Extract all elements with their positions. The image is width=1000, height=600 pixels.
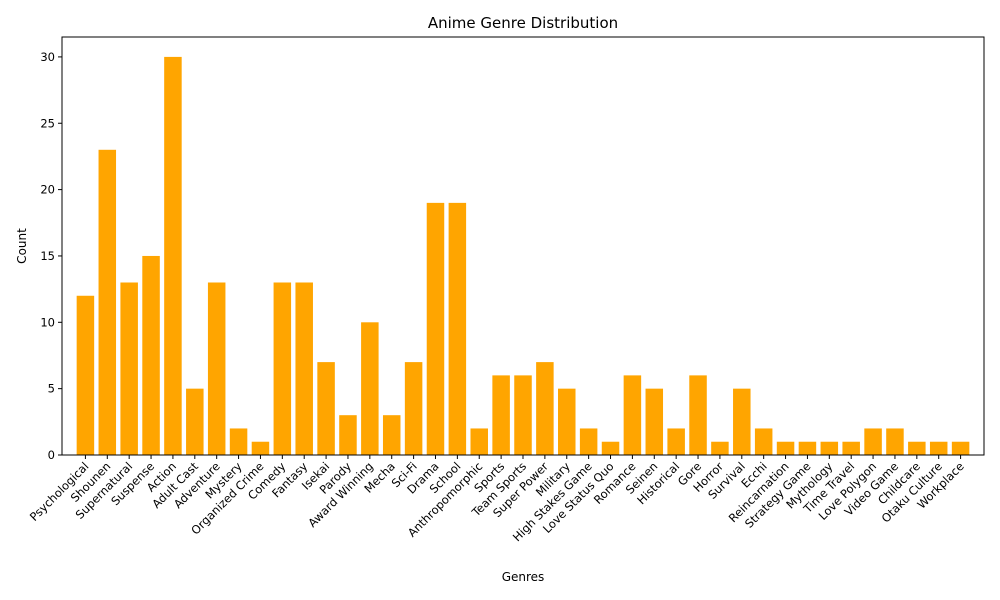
- bar-team-sports: [514, 375, 532, 455]
- bar-drama: [427, 203, 445, 455]
- y-tick-label: 10: [40, 315, 55, 329]
- bar-fantasy: [295, 282, 313, 455]
- bar-survival: [733, 389, 751, 455]
- bar-romance: [624, 375, 642, 455]
- y-tick-label: 20: [40, 183, 55, 197]
- y-tick-label: 25: [40, 116, 55, 130]
- x-axis: PsychologicalShounenSupernaturalSuspense…: [27, 455, 967, 544]
- y-tick-label: 30: [40, 50, 55, 64]
- bar-seinen: [646, 389, 664, 455]
- bar-reincarnation: [777, 442, 795, 455]
- bar-mystery: [230, 428, 248, 455]
- bar-super-power: [536, 362, 554, 455]
- bar-time-travel: [842, 442, 860, 455]
- bar-high-stakes-game: [580, 428, 598, 455]
- bar-award-winning: [361, 322, 379, 455]
- bar-mecha: [383, 415, 401, 455]
- bar-shounen: [99, 150, 117, 455]
- bar-childcare: [908, 442, 926, 455]
- bar-ecchi: [755, 428, 773, 455]
- chart-title: Anime Genre Distribution: [428, 14, 618, 32]
- bar-comedy: [274, 282, 292, 455]
- bar-otaku-culture: [930, 442, 948, 455]
- bar-video-game: [886, 428, 904, 455]
- bar-adventure: [208, 282, 226, 455]
- y-tick-label: 0: [48, 448, 55, 462]
- y-axis: 0 5 10 15 20 25 30: [40, 50, 62, 462]
- bar-sci-fi: [405, 362, 423, 455]
- bar-mythology: [821, 442, 839, 455]
- bar-suspense: [142, 256, 160, 455]
- bar-psychological: [77, 296, 95, 455]
- bar-parody: [339, 415, 357, 455]
- bar-military: [558, 389, 576, 455]
- bars-group: [77, 57, 970, 455]
- bar-isekai: [317, 362, 335, 455]
- y-tick-label: 5: [48, 382, 55, 396]
- y-axis-label: Count: [15, 228, 29, 264]
- bar-love-polygon: [864, 428, 882, 455]
- bar-organized-crime: [252, 442, 270, 455]
- bar-action: [164, 57, 182, 455]
- bar-strategy-game: [799, 442, 817, 455]
- bar-adult-cast: [186, 389, 204, 455]
- bar-love-status-quo: [602, 442, 620, 455]
- bar-school: [449, 203, 467, 455]
- bar-horror: [711, 442, 729, 455]
- bar-historical: [667, 428, 685, 455]
- y-tick-label: 15: [40, 249, 55, 263]
- x-axis-label: Genres: [502, 570, 545, 584]
- bar-gore: [689, 375, 707, 455]
- bar-workplace: [952, 442, 970, 455]
- bar-sports: [492, 375, 510, 455]
- bar-anthropomorphic: [470, 428, 488, 455]
- bar-supernatural: [120, 282, 138, 455]
